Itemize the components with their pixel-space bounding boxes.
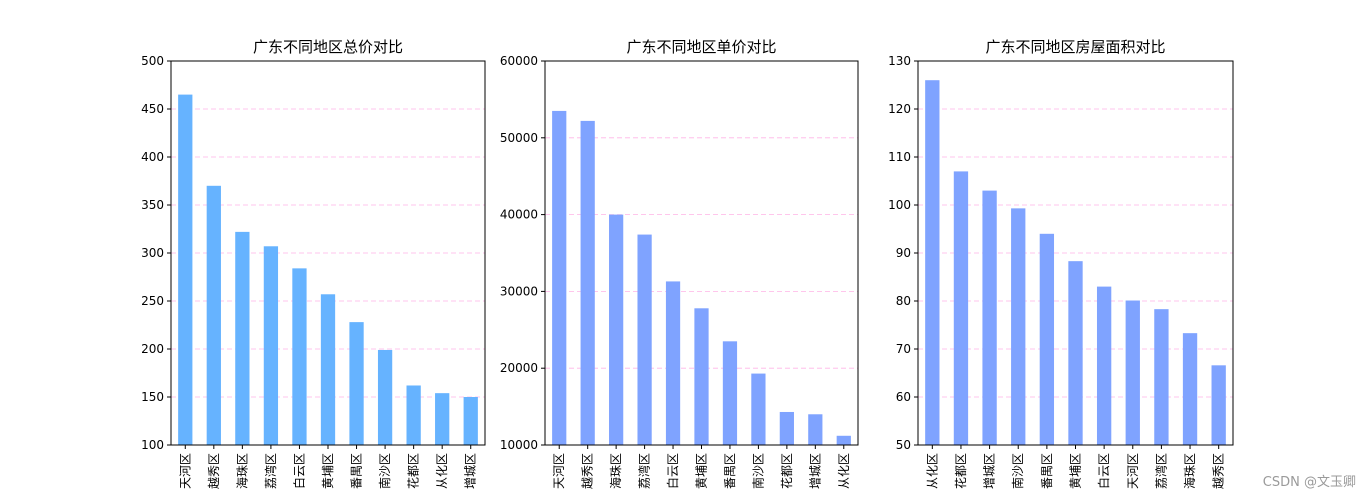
- total-price-ytick-label: 100: [141, 438, 164, 452]
- area-xtick-label: 白云区: [1096, 453, 1111, 489]
- total-price-chart: 100 150 200 250 300 350 400 450 500 天河区 越秀区 海珠区 荔湾区白…: [141, 38, 486, 489]
- unit-price-bar: [751, 373, 766, 445]
- unit-price-chart: 10000 20000 30000 40000 50000 60000 天河区 越秀区 海珠区荔…: [500, 38, 859, 489]
- unit-price-xtick-label: 从化区: [837, 453, 851, 489]
- unit-price-ytick-label: 50000: [500, 131, 538, 145]
- unit-price-xtick-label: 越秀区: [581, 453, 595, 489]
- area-bar: [982, 190, 997, 445]
- area-bar: [1125, 300, 1140, 445]
- area-ytick-label: 110: [888, 150, 911, 164]
- unit-price-bar: [722, 341, 738, 445]
- total-price-ytick-label: 400: [141, 150, 164, 164]
- area-bar: [1011, 208, 1026, 445]
- total-price-ytick-label: 150: [141, 390, 164, 404]
- area-bar: [925, 80, 940, 445]
- total-price-bar: [463, 397, 478, 445]
- total-price-bar: [292, 268, 307, 445]
- total-price-xtick-label: 荔湾区: [263, 453, 278, 489]
- total-price-ytick-label: 500: [141, 54, 164, 68]
- unit-price-bar: [665, 281, 681, 445]
- total-price-chart-title: 广东不同地区总价对比: [253, 38, 403, 56]
- area-bar: [1182, 333, 1198, 445]
- total-price-ytick-label: 450: [141, 102, 164, 116]
- area-xtick-label: 增城区: [983, 453, 997, 489]
- total-price-bar: [178, 94, 193, 445]
- unit-price-xtick-label: 荔湾区: [637, 453, 652, 489]
- unit-price-ytick-label: 10000: [500, 438, 538, 452]
- area-xtick-label: 黄埔区: [1069, 453, 1083, 489]
- total-price-bar: [235, 231, 250, 445]
- area-ytick-label: 80: [896, 294, 911, 308]
- area-ytick-label: 90: [896, 246, 911, 260]
- unit-price-xtick-label: 南沙区: [750, 453, 765, 489]
- total-price-bar: [206, 185, 221, 446]
- total-price-xtick-label: 从化区: [435, 453, 449, 489]
- unit-price-xtick-label: 黄埔区: [695, 453, 709, 489]
- total-price-ytick-label: 300: [141, 246, 164, 260]
- total-price-bar: [349, 322, 364, 445]
- total-price-bar: [320, 294, 336, 445]
- unit-price-ytick-label: 60000: [500, 54, 538, 68]
- area-chart: 50 60 70 80 90 100 110 120 130 从化区 花都区 增城区 南沙区 番禺区 黄埔区…: [888, 38, 1234, 489]
- watermark: CSDN @文玉卿: [1262, 475, 1356, 490]
- area-bar: [1039, 233, 1055, 445]
- area-bar: [1096, 286, 1112, 445]
- unit-price-xtick-label: 番禺区: [723, 453, 737, 489]
- area-xtick-label: 从化区: [925, 453, 939, 489]
- total-price-ytick-label: 350: [141, 198, 164, 212]
- total-price-bar: [406, 385, 421, 445]
- unit-price-chart-title: 广东不同地区单价对比: [626, 38, 776, 56]
- area-xtick-label: 番禺区: [1040, 453, 1054, 489]
- area-bar: [1068, 261, 1083, 445]
- area-chart-title: 广东不同地区房屋面积对比: [985, 38, 1165, 56]
- unit-price-bar: [836, 435, 851, 445]
- total-price-bar: [377, 349, 393, 445]
- total-price-ytick-label: 250: [141, 294, 164, 308]
- unit-price-ytick-label: 30000: [500, 284, 538, 298]
- unit-price-ytick-label: 40000: [500, 208, 538, 222]
- unit-price-ytick-label: 20000: [500, 361, 538, 375]
- area-bar: [1154, 309, 1169, 445]
- area-ytick-label: 120: [888, 102, 911, 116]
- area-ytick-label: 70: [896, 342, 911, 356]
- unit-price-bar: [580, 120, 595, 446]
- unit-price-bar: [552, 110, 567, 446]
- total-price-xtick-label: 海珠区: [234, 453, 249, 489]
- total-price-xtick-label: 南沙区: [377, 453, 392, 489]
- total-price-xtick-label: 越秀区: [207, 453, 221, 489]
- area-xtick-label: 越秀区: [1212, 453, 1226, 489]
- area-ytick-label: 50: [896, 438, 911, 452]
- total-price-xtick-label: 天河区: [178, 453, 192, 489]
- unit-price-bar: [779, 411, 794, 445]
- total-price-ytick-label: 200: [141, 342, 164, 356]
- area-bar: [1211, 365, 1226, 445]
- unit-price-xtick-label: 白云区: [665, 453, 680, 489]
- total-price-xtick-label: 花都区: [406, 453, 421, 489]
- total-price-bar: [263, 246, 279, 445]
- unit-price-bar: [694, 308, 709, 445]
- area-ytick-label: 130: [888, 54, 911, 68]
- area-ytick-label: 100: [888, 198, 911, 212]
- area-xtick-label: 花都区: [953, 453, 968, 489]
- area-xtick-label: 荔湾区: [1153, 453, 1168, 489]
- area-bar: [953, 171, 969, 445]
- unit-price-bar: [637, 234, 652, 445]
- unit-price-bar: [808, 414, 823, 445]
- area-xtick-label: 海珠区: [1182, 453, 1197, 489]
- area-xtick-label: 天河区: [1126, 453, 1140, 489]
- unit-price-xtick-label: 天河区: [552, 453, 566, 489]
- unit-price-xtick-label: 花都区: [779, 453, 794, 489]
- area-xtick-label: 南沙区: [1010, 453, 1025, 489]
- unit-price-xtick-label: 增城区: [808, 453, 822, 489]
- total-price-bar: [435, 393, 450, 445]
- total-price-xtick-label: 白云区: [291, 453, 306, 489]
- total-price-xtick-label: 番禺区: [350, 453, 364, 489]
- total-price-xtick-label: 黄埔区: [321, 453, 335, 489]
- unit-price-xtick-label: 海珠区: [608, 453, 623, 489]
- total-price-xtick-label: 增城区: [464, 453, 478, 489]
- area-ytick-label: 60: [896, 390, 911, 404]
- unit-price-bar: [609, 214, 624, 445]
